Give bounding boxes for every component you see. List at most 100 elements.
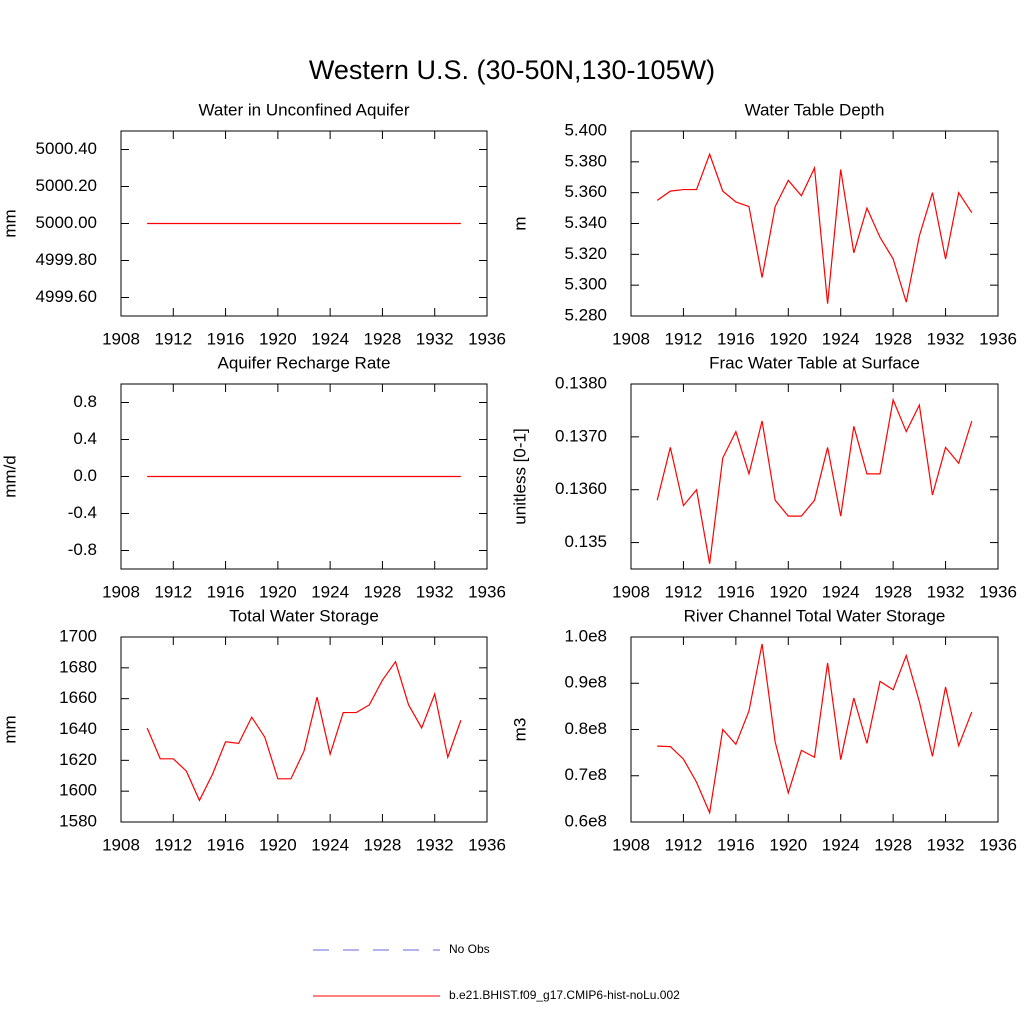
x-tick-label: 1912 xyxy=(154,582,192,601)
legend-label: No Obs xyxy=(449,942,490,956)
x-tick-label: 1932 xyxy=(927,835,965,854)
x-tick-label: 1916 xyxy=(717,582,755,601)
x-tick-label: 1908 xyxy=(612,329,650,348)
y-tick-label: 4999.60 xyxy=(36,287,97,306)
y-tick-label: 0.4 xyxy=(73,429,97,448)
plot-frame xyxy=(120,636,488,823)
x-tick-label: 1916 xyxy=(717,835,755,854)
y-tick-label: 1640 xyxy=(59,719,97,738)
panel-title: Frac Water Table at Surface xyxy=(709,353,920,372)
y-tick-label: 5.380 xyxy=(564,151,607,170)
x-tick-label: 1912 xyxy=(665,329,703,348)
y-tick-label: 5.340 xyxy=(564,213,607,232)
x-tick-label: 1912 xyxy=(154,835,192,854)
x-tick-label: 1924 xyxy=(311,835,349,854)
y-tick-label: 1600 xyxy=(59,781,97,800)
plot-frame xyxy=(630,636,999,823)
x-tick-label: 1928 xyxy=(364,835,402,854)
panel-title: Water in Unconfined Aquifer xyxy=(198,100,409,119)
x-tick-label: 1936 xyxy=(468,835,506,854)
y-tick-label: 0.1380 xyxy=(555,373,607,392)
y-axis-label: m3 xyxy=(510,718,529,742)
plot-frame xyxy=(630,130,999,317)
y-tick-label: -0.8 xyxy=(68,540,97,559)
data-line xyxy=(656,152,973,304)
y-tick-label: 1680 xyxy=(59,657,97,676)
x-tick-label: 1920 xyxy=(769,582,807,601)
y-tick-label: 4999.80 xyxy=(36,250,97,269)
y-tick-label: 0.1370 xyxy=(555,426,607,445)
x-tick-label: 1936 xyxy=(979,329,1017,348)
x-tick-label: 1936 xyxy=(468,329,506,348)
y-tick-label: 1.0e8 xyxy=(564,626,607,645)
y-tick-label: 0.7e8 xyxy=(564,765,607,784)
x-tick-label: 1908 xyxy=(102,835,140,854)
y-tick-label: 0.8 xyxy=(73,392,97,411)
y-axis-label: mm/d xyxy=(0,455,19,498)
panel-title: River Channel Total Water Storage xyxy=(684,606,946,625)
panel-title: Total Water Storage xyxy=(229,606,379,625)
x-tick-label: 1916 xyxy=(207,329,245,348)
x-tick-label: 1932 xyxy=(416,835,454,854)
y-tick-label: 5000.20 xyxy=(36,176,97,195)
y-axis-label: unitless [0-1] xyxy=(510,428,529,524)
x-tick-label: 1928 xyxy=(874,835,912,854)
x-tick-label: 1920 xyxy=(769,329,807,348)
x-tick-label: 1920 xyxy=(769,835,807,854)
y-tick-label: 0.0 xyxy=(73,466,97,485)
panel-title: Aquifer Recharge Rate xyxy=(218,353,391,372)
x-tick-label: 1920 xyxy=(259,835,297,854)
y-tick-label: 0.135 xyxy=(564,532,607,551)
y-axis-label: mm xyxy=(0,209,19,237)
x-tick-label: 1920 xyxy=(259,582,297,601)
plot-frame xyxy=(120,130,488,317)
y-tick-label: 5000.40 xyxy=(36,139,97,158)
x-tick-label: 1936 xyxy=(979,582,1017,601)
x-tick-label: 1928 xyxy=(874,582,912,601)
x-tick-label: 1916 xyxy=(717,329,755,348)
legend-label: b.e21.BHIST.f09_g17.CMIP6-hist-noLu.002 xyxy=(449,988,680,1002)
figure-title: Western U.S. (30-50N,130-105W) xyxy=(309,55,715,85)
x-tick-label: 1908 xyxy=(102,582,140,601)
x-tick-label: 1924 xyxy=(311,329,349,348)
data-line xyxy=(146,660,462,802)
x-tick-label: 1932 xyxy=(927,329,965,348)
x-tick-label: 1912 xyxy=(665,835,703,854)
y-tick-label: 0.1360 xyxy=(555,479,607,498)
y-tick-label: 5000.00 xyxy=(36,213,97,232)
y-tick-label: 5.400 xyxy=(564,120,607,139)
plot-frame xyxy=(120,383,488,570)
y-tick-label: 0.9e8 xyxy=(564,673,607,692)
y-tick-label: 5.300 xyxy=(564,275,607,294)
y-tick-label: 1700 xyxy=(59,626,97,645)
x-tick-label: 1908 xyxy=(612,582,650,601)
y-tick-label: 1620 xyxy=(59,750,97,769)
x-tick-label: 1932 xyxy=(416,582,454,601)
x-tick-label: 1924 xyxy=(311,582,349,601)
y-tick-label: 1580 xyxy=(59,811,97,830)
x-tick-label: 1936 xyxy=(468,582,506,601)
y-tick-label: 5.280 xyxy=(564,305,607,324)
x-tick-label: 1932 xyxy=(927,582,965,601)
y-tick-label: 0.8e8 xyxy=(564,719,607,738)
y-tick-label: 5.360 xyxy=(564,182,607,201)
x-tick-label: 1928 xyxy=(364,329,402,348)
y-tick-label: 0.6e8 xyxy=(564,811,607,830)
x-tick-label: 1912 xyxy=(665,582,703,601)
x-tick-label: 1912 xyxy=(154,329,192,348)
y-axis-label: mm xyxy=(0,715,19,743)
x-tick-label: 1932 xyxy=(416,329,454,348)
x-tick-label: 1916 xyxy=(207,582,245,601)
x-tick-label: 1924 xyxy=(822,329,860,348)
y-axis-label: m xyxy=(510,216,529,230)
data-line xyxy=(656,397,973,564)
y-tick-label: 1660 xyxy=(59,688,97,707)
panel-title: Water Table Depth xyxy=(745,100,885,119)
plot-frame xyxy=(630,383,999,570)
y-tick-label: 5.320 xyxy=(564,244,607,263)
x-tick-label: 1924 xyxy=(822,835,860,854)
x-tick-label: 1924 xyxy=(822,582,860,601)
x-tick-label: 1928 xyxy=(874,329,912,348)
x-tick-label: 1936 xyxy=(979,835,1017,854)
